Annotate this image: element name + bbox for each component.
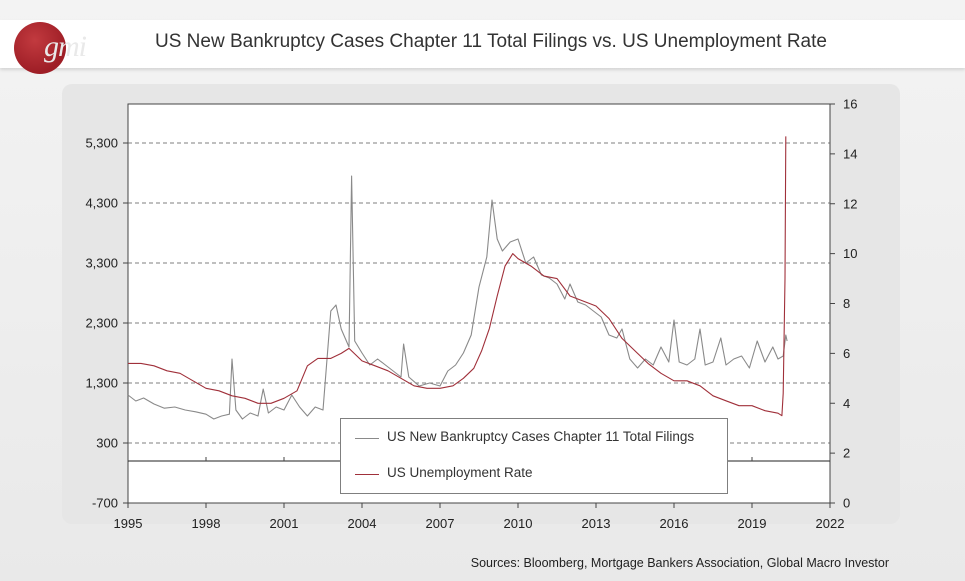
chart-title: US New Bankruptcy Cases Chapter 11 Total… bbox=[155, 31, 827, 52]
legend-item-filings: US New Bankruptcy Cases Chapter 11 Total… bbox=[341, 423, 727, 453]
y-left-tick-label: 5,300 bbox=[85, 136, 118, 151]
x-tick-label: 1995 bbox=[114, 516, 143, 531]
x-tick-label: 2004 bbox=[348, 516, 377, 531]
logo-text: gmi bbox=[44, 30, 87, 63]
y-left-tick-label: 1,300 bbox=[85, 376, 118, 391]
x-tick-label: 2019 bbox=[738, 516, 767, 531]
y-right-tick-label: 6 bbox=[843, 346, 850, 361]
header-bar bbox=[0, 20, 965, 68]
x-tick-label: 2007 bbox=[426, 516, 455, 531]
y-right-tick-label: 10 bbox=[843, 246, 857, 261]
x-tick-label: 1998 bbox=[192, 516, 221, 531]
x-tick-label: 2013 bbox=[582, 516, 611, 531]
legend-label-filings: US New Bankruptcy Cases Chapter 11 Total… bbox=[387, 429, 695, 444]
legend-item-unemployment: US Unemployment Rate bbox=[341, 459, 727, 489]
y-left-tick-label: 4,300 bbox=[85, 196, 118, 211]
x-tick-label: 2022 bbox=[816, 516, 845, 531]
source-note: Sources: Bloomberg, Mortgage Bankers Ass… bbox=[470, 556, 889, 570]
y-right-tick-label: 12 bbox=[843, 196, 857, 211]
legend-swatch-unemployment bbox=[355, 474, 379, 475]
series-line-filings bbox=[127, 175, 788, 420]
y-left-tick-label: 2,300 bbox=[85, 316, 118, 331]
y-left-tick-label: 3,300 bbox=[85, 256, 118, 271]
y-right-tick-label: 2 bbox=[843, 446, 850, 461]
y-right-tick-label: 8 bbox=[843, 296, 850, 311]
x-tick-label: 2010 bbox=[504, 516, 533, 531]
gmi-logo bbox=[14, 22, 66, 74]
legend: US New Bankruptcy Cases Chapter 11 Total… bbox=[340, 418, 728, 494]
y-right-tick-label: 4 bbox=[843, 396, 850, 411]
x-tick-label: 2001 bbox=[270, 516, 299, 531]
y-left-tick-label: 300 bbox=[96, 436, 118, 451]
y-left-tick-label: -700 bbox=[92, 496, 118, 511]
legend-label-unemployment: US Unemployment Rate bbox=[387, 465, 533, 480]
y-right-tick-label: 14 bbox=[843, 146, 857, 161]
x-tick-label: 2016 bbox=[660, 516, 689, 531]
y-right-tick-label: 0 bbox=[843, 496, 850, 511]
legend-swatch-filings bbox=[355, 438, 379, 439]
y-right-tick-label: 16 bbox=[843, 97, 857, 112]
series-line-unemployment bbox=[128, 136, 787, 417]
